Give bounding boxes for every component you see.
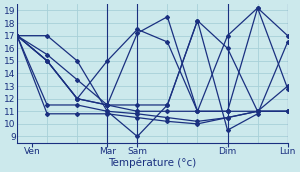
X-axis label: Température (°c): Température (°c) (108, 157, 196, 168)
